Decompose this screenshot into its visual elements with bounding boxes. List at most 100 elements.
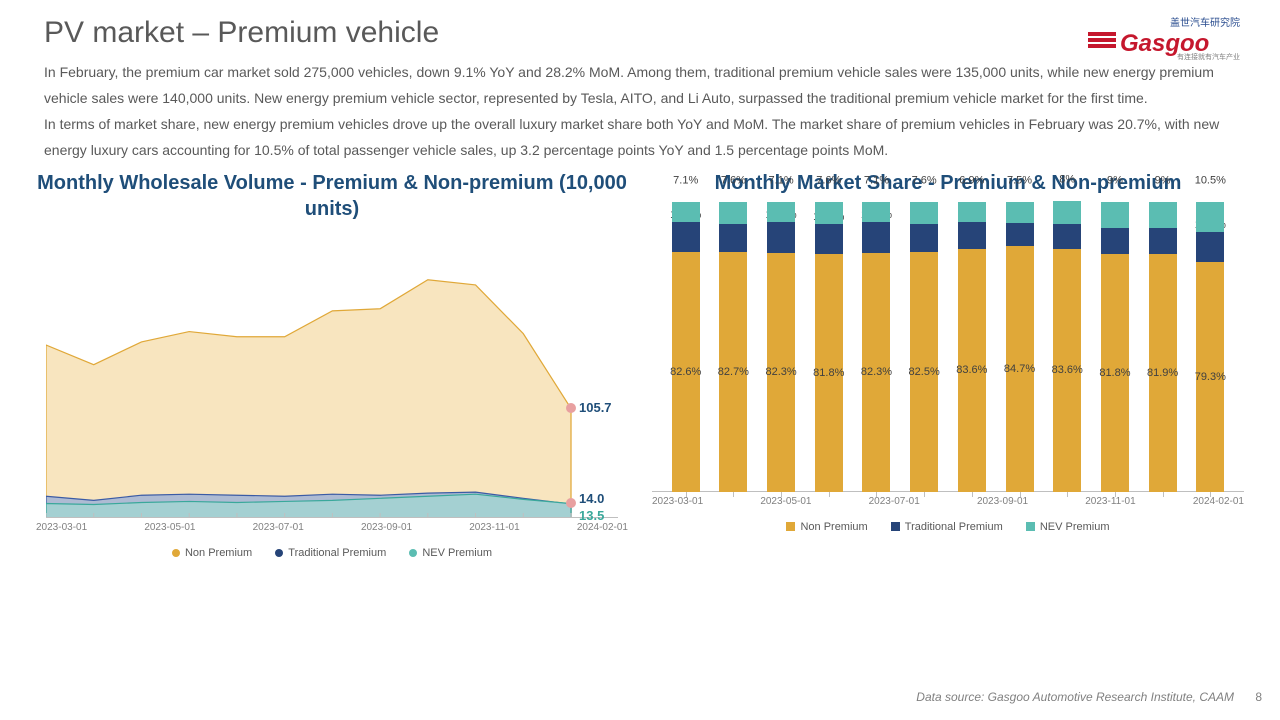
x-tick-label: 2023-09-01 — [977, 496, 1028, 507]
bar-value-label: 7.5% — [1007, 174, 1032, 186]
bar-column: 82.3%10.6%7.1% — [767, 202, 795, 492]
data-point-marker — [566, 403, 576, 413]
area-chart-xaxis: 2023-03-012023-05-012023-07-012023-09-01… — [36, 518, 628, 533]
bar-value-label: 7.6% — [912, 174, 937, 186]
bar-segment: 82.6% — [672, 252, 700, 492]
x-tick-label: 2023-05-01 — [760, 496, 811, 507]
x-tick-label: 2023-03-01 — [36, 522, 87, 533]
body-paragraph-2: In terms of market share, new energy pre… — [0, 112, 1280, 164]
bar-chart-legend: Non Premium Traditional Premium NEV Prem… — [652, 521, 1244, 535]
legend-item-traditional: Traditional Premium — [891, 521, 1003, 533]
bar-segment: 10.5% — [1196, 202, 1224, 232]
bar-value-label: 7.6% — [816, 174, 841, 186]
area-chart-legend: Non Premium Traditional Premium NEV Prem… — [36, 547, 628, 560]
svg-text:Gasgoo: Gasgoo — [1120, 30, 1209, 57]
bar-segment: 83.6% — [1053, 249, 1081, 491]
legend-label: Traditional Premium — [905, 521, 1003, 533]
bar-value-label: 10.5% — [1195, 174, 1226, 186]
x-tick-label: 2023-07-01 — [869, 496, 920, 507]
data-point-marker — [566, 498, 576, 508]
bar-segment: 9.9% — [910, 224, 938, 253]
bar-column: 82.6% 10.3%7.1% — [672, 202, 700, 492]
x-tick-label: 2023-05-01 — [144, 522, 195, 533]
x-tick-label: 2024-02-01 — [577, 522, 628, 533]
bar-segment: 9.2% — [1101, 228, 1129, 255]
area-chart-plot: 105.714.013.5 — [46, 228, 618, 518]
bar-value-label: 8% — [1059, 174, 1075, 186]
area-chart-title: Monthly Wholesale Volume - Premium & Non… — [36, 170, 628, 222]
bar-column: 82.3%10.6%7.1% — [862, 202, 890, 492]
bar-segment: 9.1% — [1149, 228, 1177, 254]
x-tick-label: 2024-02-01 — [1193, 496, 1244, 507]
bar-value-label: 81.8% — [1099, 367, 1130, 379]
x-axis-line — [46, 517, 618, 518]
bar-value-label: 6.9% — [959, 174, 984, 186]
legend-label: NEV Premium — [422, 547, 492, 559]
bar-segment: 7.1% — [672, 202, 700, 223]
legend-item-nev: NEV Premium — [409, 547, 492, 559]
bar-segment: 10.3% — [672, 222, 700, 252]
legend-label: Non Premium — [185, 547, 252, 559]
logo-subtext: 盖世汽车研究院 — [1170, 16, 1240, 29]
bar-value-label: 7.6% — [721, 174, 746, 186]
bar-segment: 82.7% — [719, 252, 747, 492]
legend-label: NEV Premium — [1040, 521, 1110, 533]
bar-chart-plot: 82.6%10.3%7.1%82.7%9.7%7.6%82.3%10.6%7.1… — [652, 202, 1244, 492]
svg-text:有连接就有汽车产业: 有连接就有汽车产业 — [1177, 52, 1240, 60]
bar-value-label: 82.5% — [909, 366, 940, 378]
legend-item-nonpremium: Non Premium — [172, 547, 252, 559]
bar-segment: 9% — [1101, 202, 1129, 228]
bar-value-label: 83.6% — [956, 364, 987, 376]
bar-value-label: 7.1% — [864, 174, 889, 186]
bar-segment: 81.8% — [1101, 254, 1129, 491]
bar-segment: 7.6% — [910, 202, 938, 224]
bar-column: 81.9%9.1%9% — [1149, 202, 1177, 492]
brand-logo: 盖世汽车研究院 Gasgoo 有连接就有汽车产业 — [1082, 14, 1242, 60]
bar-segment: 7.6% — [719, 202, 747, 224]
bar-segment: 8.5% — [1053, 224, 1081, 249]
bar-segment: 10.6% — [767, 222, 795, 253]
bar-value-label: 81.8% — [813, 367, 844, 379]
bar-segment: 84.7% — [1006, 246, 1034, 492]
bar-segment: 7.1% — [862, 202, 890, 223]
x-tick-label: 2023-03-01 — [652, 496, 703, 507]
bar-segment: 81.9% — [1149, 254, 1177, 492]
bar-value-label: 9% — [1107, 174, 1123, 186]
bar-value-label: 7.1% — [769, 174, 794, 186]
bar-segment: 10.6% — [862, 222, 890, 253]
bar-segment: 82.3% — [862, 253, 890, 492]
bar-value-label: 79.3% — [1195, 371, 1226, 383]
area-chart-panel: Monthly Wholesale Volume - Premium & Non… — [36, 170, 628, 560]
legend-label: Traditional Premium — [288, 547, 386, 559]
bar-segment: 7.1% — [767, 202, 795, 223]
bar-segment: 9.4% — [958, 222, 986, 249]
x-tick-label: 2023-11-01 — [469, 522, 519, 533]
bar-column: 82.5% 9.9%7.6% — [910, 202, 938, 492]
bar-value-label: 7.1% — [673, 174, 698, 186]
x-tick-label: 2023-11-01 — [1085, 496, 1135, 507]
bar-segment: 10.1% — [1196, 232, 1224, 261]
bar-value-label: 82.6% — [670, 366, 701, 378]
bar-value-label: 9% — [1155, 174, 1171, 186]
bar-value-label: 81.9% — [1147, 367, 1178, 379]
bar-column: 83.6%9.4%6.9% — [958, 202, 986, 492]
bar-segment: 81.8% — [815, 254, 843, 491]
bar-value-label: 82.7% — [718, 366, 749, 378]
bar-segment: 8% — [1053, 201, 1081, 224]
bar-column: 84.7%7.8%7.5% — [1006, 202, 1034, 492]
bar-segment: 7.8% — [1006, 223, 1034, 246]
bar-column: 83.6% 8.5%8% — [1053, 202, 1081, 492]
data-point-label: 14.0 — [579, 491, 604, 506]
charts-row: Monthly Wholesale Volume - Premium & Non… — [0, 164, 1280, 560]
bar-value-label: 83.6% — [1052, 364, 1083, 376]
bar-segment: 82.5% — [910, 252, 938, 491]
x-tick-label: 2023-07-01 — [253, 522, 304, 533]
data-point-label: 105.7 — [579, 400, 612, 415]
bar-segment: 82.3% — [767, 253, 795, 492]
bar-segment: 9.7% — [719, 224, 747, 252]
legend-label: Non Premium — [800, 521, 867, 533]
legend-item-traditional: Traditional Premium — [275, 547, 386, 559]
bar-segment: 79.3% — [1196, 262, 1224, 492]
data-source-note: Data source: Gasgoo Automotive Research … — [916, 690, 1234, 704]
bar-segment: 83.6% — [958, 249, 986, 491]
